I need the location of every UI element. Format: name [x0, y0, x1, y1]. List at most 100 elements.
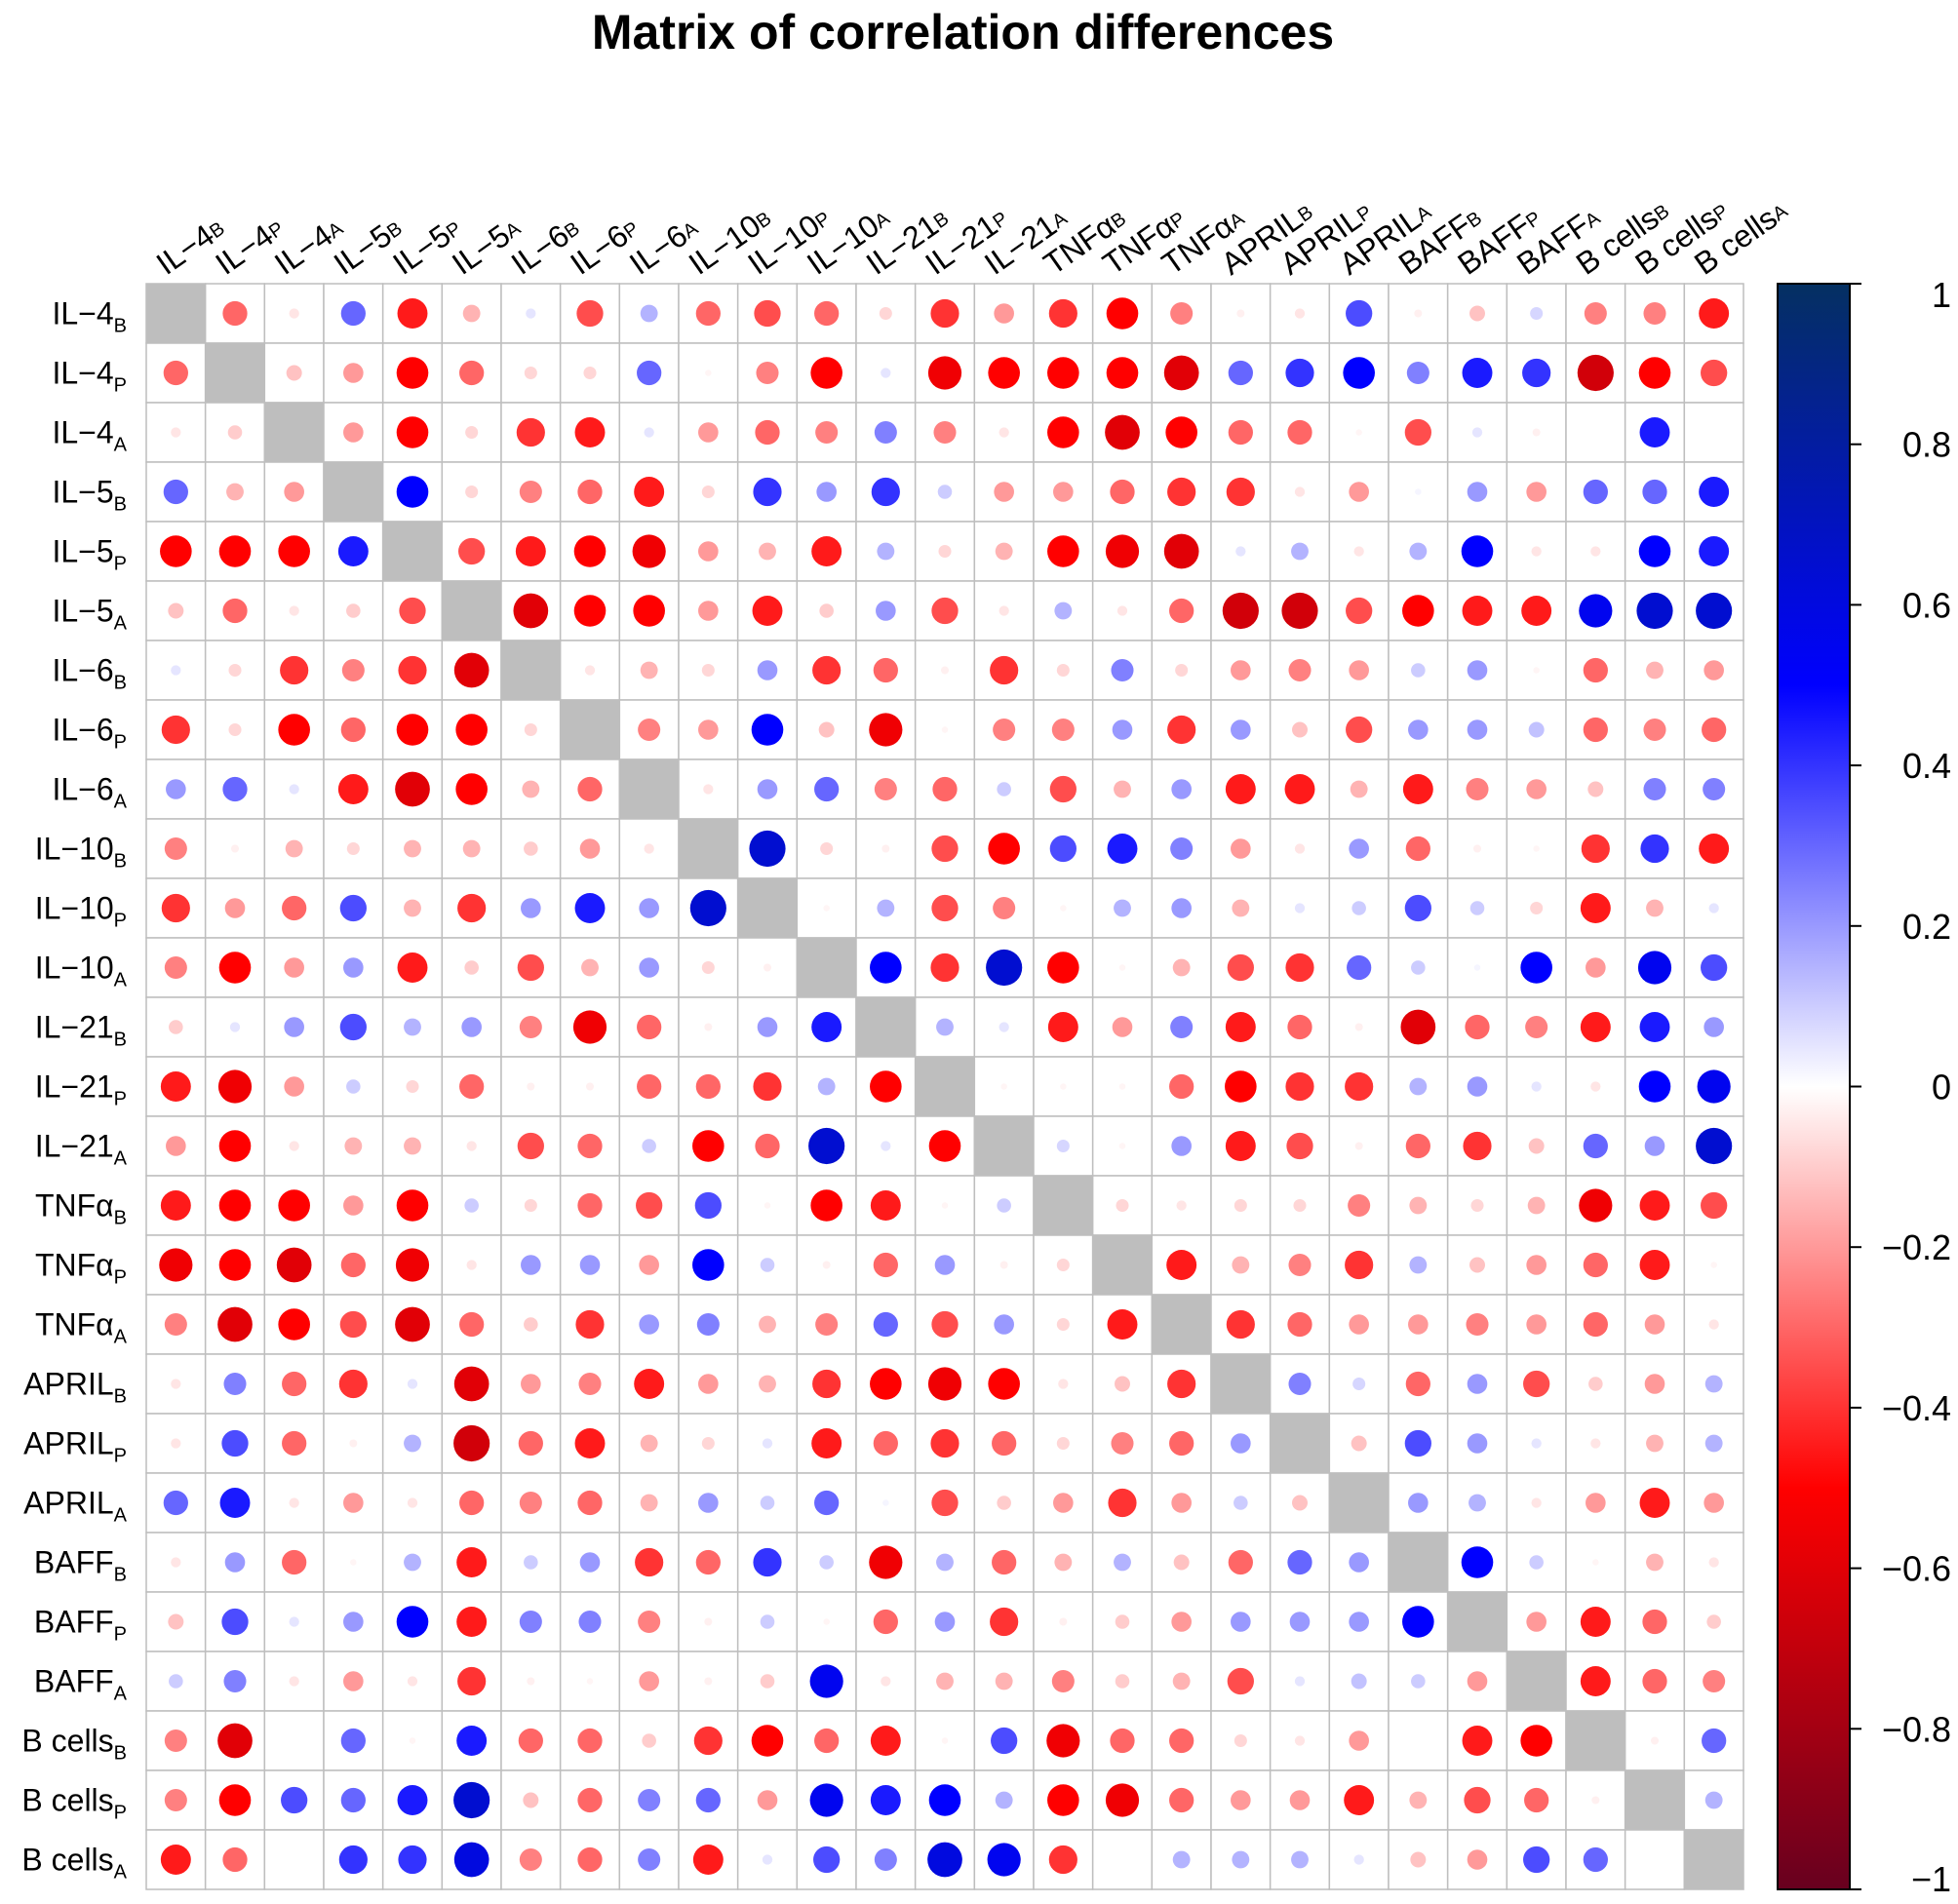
correlation-circle: [1473, 964, 1481, 971]
correlation-circle: [753, 1547, 782, 1577]
correlation-circle: [759, 1375, 776, 1393]
correlation-circle: [1171, 898, 1192, 918]
correlation-circle: [346, 841, 360, 856]
matrix-cell: [1565, 402, 1626, 463]
correlation-circle: [164, 955, 187, 980]
row-label: IL−5A: [52, 594, 127, 635]
correlation-circle: [823, 905, 830, 912]
correlation-circle: [1114, 780, 1131, 798]
correlation-circle: [1346, 299, 1373, 328]
correlation-circle: [1590, 1438, 1601, 1449]
correlation-circle: [1060, 1083, 1067, 1090]
correlation-circle: [881, 844, 890, 853]
correlation-circle: [219, 1488, 251, 1518]
correlation-circle: [349, 1439, 358, 1448]
correlation-circle: [873, 1252, 898, 1278]
correlation-circle: [1580, 893, 1611, 923]
correlation-circle: [1047, 952, 1079, 984]
correlation-circle: [1171, 1136, 1192, 1156]
correlation-circle: [1284, 774, 1315, 804]
correlation-circle: [1228, 360, 1253, 386]
colorbar-gradient: [1777, 283, 1851, 1890]
correlation-circle: [871, 477, 900, 507]
correlation-circle: [997, 1198, 1011, 1213]
diagonal-cell: [1388, 1532, 1449, 1593]
diagonal-cell: [1683, 1829, 1744, 1890]
correlation-circle: [521, 898, 541, 918]
correlation-circle: [698, 1493, 719, 1513]
correlation-circle: [276, 1247, 312, 1283]
correlation-circle: [407, 1379, 418, 1389]
correlation-circle: [523, 1792, 539, 1808]
correlation-circle: [879, 306, 892, 321]
correlation-circle: [753, 1071, 782, 1102]
correlation-circle: [1118, 964, 1126, 971]
correlation-circle: [927, 1367, 962, 1401]
correlation-circle: [1528, 1138, 1545, 1154]
correlation-circle: [574, 417, 606, 447]
correlation-circle: [1526, 1255, 1547, 1275]
correlation-circle: [515, 536, 546, 566]
correlation-circle: [1170, 836, 1194, 861]
correlation-circle: [749, 830, 786, 868]
correlation-circle: [1465, 1014, 1490, 1040]
correlation-circle: [1466, 1312, 1489, 1337]
correlation-circle: [1699, 477, 1730, 507]
correlation-circle: [1646, 1553, 1664, 1572]
correlation-circle: [1352, 1377, 1366, 1391]
correlation-circle: [634, 477, 665, 507]
diagonal-cell: [1565, 1710, 1626, 1771]
correlation-circle: [404, 899, 421, 917]
correlation-circle: [1640, 834, 1669, 864]
correlation-circle: [936, 1553, 954, 1572]
correlation-circle: [168, 1613, 184, 1630]
correlation-circle: [1467, 660, 1488, 680]
row-label: IL−6B: [52, 653, 127, 694]
correlation-circle: [1642, 1609, 1667, 1635]
correlation-circle: [931, 597, 959, 625]
matrix-cell: [1624, 342, 1686, 404]
correlation-circle: [1351, 1435, 1367, 1452]
correlation-circle: [632, 534, 666, 568]
chart-title: Matrix of correlation differences: [591, 5, 1335, 59]
correlation-circle: [1169, 1073, 1194, 1100]
correlation-circle: [1533, 667, 1540, 674]
correlation-circle: [941, 1737, 949, 1744]
diagonal-cell: [1269, 1413, 1331, 1474]
correlation-circle: [994, 303, 1014, 324]
row-label: B cellsA: [21, 1843, 127, 1884]
correlation-circle: [1115, 1674, 1130, 1689]
correlation-circle: [459, 360, 485, 386]
correlation-circle: [1411, 960, 1426, 975]
correlation-circle: [222, 1846, 248, 1873]
correlation-circle: [812, 655, 842, 685]
correlation-circle: [1530, 306, 1544, 321]
correlation-circle: [1415, 488, 1422, 495]
correlation-circle: [397, 1785, 428, 1815]
correlation-circle: [171, 1557, 181, 1568]
correlation-circle: [453, 1424, 490, 1462]
correlation-circle: [876, 601, 896, 621]
correlation-circle: [873, 1311, 898, 1338]
row-label: IL−6A: [52, 772, 127, 813]
correlation-circle: [218, 535, 252, 567]
correlation-circle: [1524, 1787, 1549, 1813]
correlation-circle: [171, 1379, 181, 1389]
correlation-circle: [987, 1843, 1021, 1877]
correlation-circle: [527, 1677, 535, 1686]
correlation-circle: [579, 1255, 601, 1275]
correlation-circle: [579, 838, 601, 859]
correlation-circle: [218, 1130, 252, 1162]
correlation-circle: [1467, 1433, 1488, 1454]
correlation-circle: [995, 1791, 1013, 1809]
correlation-circle: [343, 1493, 364, 1513]
correlation-circle: [931, 1310, 959, 1339]
correlation-circle: [991, 1727, 1018, 1755]
correlation-circle: [1344, 1785, 1375, 1815]
correlation-circle: [995, 1672, 1013, 1690]
correlation-circle: [870, 1190, 901, 1221]
correlation-circle: [159, 1248, 193, 1282]
diagonal-cell: [914, 1056, 976, 1117]
correlation-circle: [999, 1022, 1009, 1032]
correlation-circle: [337, 774, 369, 804]
